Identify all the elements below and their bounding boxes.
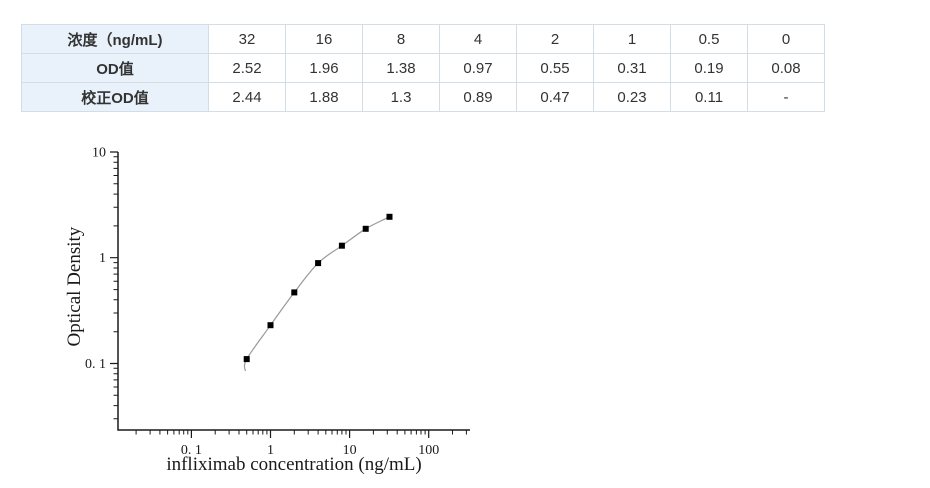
value-cell: 2 [516, 24, 594, 54]
table-row: 浓度（ng/mL) 32 16 8 4 2 1 0.5 0 [21, 24, 825, 54]
data-point [386, 213, 393, 220]
value-cell: 1 [593, 24, 671, 54]
x-tick-label: 100 [418, 443, 439, 458]
major-ticks [110, 151, 430, 438]
value-cell: 8 [362, 24, 440, 54]
x-tick-label: 0. 1 [181, 443, 202, 458]
standard-curve-chart: 0. 1 1 10 100 10 1 0. 1 infliximab concentratio… [0, 140, 930, 488]
data-point [362, 225, 369, 232]
table-body: 浓度（ng/mL) 32 16 8 4 2 1 0.5 0 OD值 2.52 1.96 1.38 0.97… [21, 24, 825, 112]
value-cell: 0.19 [670, 53, 748, 83]
standard-curve-table: 浓度（ng/mL) 32 16 8 4 2 1 0.5 0 OD值 2.52 1.96 1.38 0.97… [21, 24, 825, 112]
row-header-cell: 校正OD值 [21, 82, 209, 112]
value-cell: 1.38 [362, 53, 440, 83]
y-tick-label: 10 [92, 146, 106, 161]
value-cell: 0.31 [593, 53, 671, 83]
data-point [338, 242, 345, 249]
value-cell: - [747, 82, 825, 112]
value-cell: 0.97 [439, 53, 517, 83]
value-cell: 0.08 [747, 53, 825, 83]
table-row: 校正OD值 2.44 1.88 1.3 0.89 0.47 0.23 0.11- [21, 82, 825, 112]
value-cell: 32 [208, 24, 286, 54]
value-cell: 1.88 [285, 82, 363, 112]
value-cell: 1.3 [362, 82, 440, 112]
axis-spines [117, 152, 470, 431]
data-point [267, 322, 274, 329]
curve-line [243, 216, 390, 372]
value-cell: 16 [285, 24, 363, 54]
y-tick-label: 0. 1 [85, 357, 106, 372]
row-header-cell: OD值 [21, 53, 209, 83]
data-point [243, 356, 250, 363]
data-point [291, 289, 298, 296]
minor-ticks [113, 156, 467, 435]
x-tick-label: 10 [343, 443, 357, 458]
value-cell: 0.47 [516, 82, 594, 112]
value-cell: 1.96 [285, 53, 363, 83]
value-cell: 0 [747, 24, 825, 54]
x-axis-label: infliximab concentration (ng/mL) [166, 454, 421, 475]
value-cell: 0.5 [670, 24, 748, 54]
y-axis-label: Optical Density [64, 226, 85, 346]
value-cell: 2.52 [208, 53, 286, 83]
x-tick-label: 1 [267, 443, 274, 458]
value-cell: 0.11 [670, 82, 748, 112]
table-row: OD值 2.52 1.96 1.38 0.97 0.55 0.31 0.19 0.08 [21, 53, 825, 83]
value-cell: 4 [439, 24, 517, 54]
y-tick-label: 1 [99, 251, 106, 266]
value-cell: 0.89 [439, 82, 517, 112]
data-point [315, 260, 322, 267]
value-cell: 0.23 [593, 82, 671, 112]
row-header-cell: 浓度（ng/mL) [21, 24, 209, 54]
value-cell: 0.55 [516, 53, 594, 83]
value-cell: 2.44 [208, 82, 286, 112]
